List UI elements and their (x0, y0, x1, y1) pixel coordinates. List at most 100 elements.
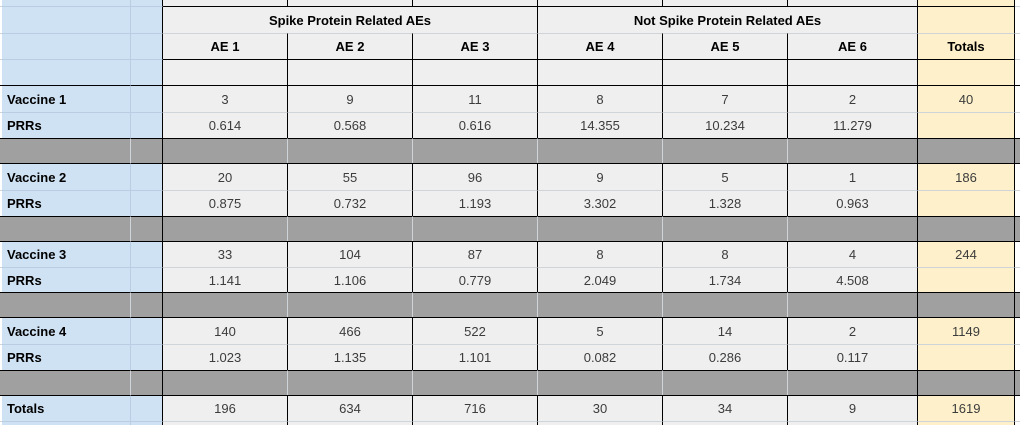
ae-header-cell[interactable]: AE 2 (288, 33, 413, 59)
totals-label-cell[interactable]: Totals (2, 395, 131, 421)
count-cell[interactable]: 8 (538, 85, 663, 112)
empty-cell[interactable] (538, 421, 663, 425)
empty-cell[interactable] (413, 59, 538, 85)
count-cell[interactable]: 8 (663, 241, 788, 267)
count-cell[interactable]: 9 (288, 85, 413, 112)
empty-cell[interactable] (131, 33, 163, 59)
empty-cell[interactable] (663, 59, 788, 85)
separator-cell[interactable] (663, 138, 788, 163)
separator-cell[interactable] (663, 370, 788, 395)
separator-cell[interactable] (1015, 138, 1020, 163)
count-cell[interactable]: 9 (538, 163, 663, 190)
empty-cell[interactable] (131, 344, 163, 370)
separator-cell[interactable] (288, 216, 413, 241)
separator-cell[interactable] (538, 138, 663, 163)
separator-cell[interactable] (131, 138, 163, 163)
count-cell[interactable]: 55 (288, 163, 413, 190)
count-cell[interactable]: 33 (163, 241, 288, 267)
count-cell[interactable]: 3 (163, 85, 288, 112)
separator-cell[interactable] (918, 138, 1015, 163)
empty-cell[interactable] (2, 33, 131, 59)
prr-cell[interactable]: 1.141 (163, 267, 288, 292)
prrs-label-cell[interactable]: PRRs (2, 344, 131, 370)
separator-cell[interactable] (0, 292, 2, 317)
row-label-cell[interactable]: Vaccine 3 (2, 241, 131, 267)
empty-cell[interactable] (288, 0, 413, 6)
ae-header-cell[interactable]: AE 4 (538, 33, 663, 59)
empty-cell[interactable] (131, 267, 163, 292)
empty-cell[interactable] (131, 85, 163, 112)
count-cell[interactable]: 466 (288, 317, 413, 344)
separator-cell[interactable] (163, 370, 288, 395)
prr-cell[interactable]: 10.234 (663, 112, 788, 138)
separator-cell[interactable] (131, 216, 163, 241)
totals-header-cell[interactable]: Totals (918, 33, 1015, 59)
empty-cell[interactable] (131, 395, 163, 421)
prr-cell[interactable]: 1.328 (663, 190, 788, 216)
count-cell[interactable]: 7 (663, 85, 788, 112)
separator-cell[interactable] (918, 216, 1015, 241)
separator-cell[interactable] (1015, 292, 1020, 317)
separator-cell[interactable] (918, 292, 1015, 317)
empty-cell[interactable] (163, 59, 288, 85)
separator-cell[interactable] (538, 370, 663, 395)
empty-cell[interactable] (131, 59, 163, 85)
prr-cell[interactable]: 0.614 (163, 112, 288, 138)
empty-cell[interactable] (131, 241, 163, 267)
prr-cell[interactable]: 14.355 (538, 112, 663, 138)
total-cell[interactable]: 244 (918, 241, 1015, 267)
empty-cell[interactable] (788, 59, 918, 85)
separator-cell[interactable] (288, 370, 413, 395)
count-cell[interactable]: 8 (538, 241, 663, 267)
count-cell[interactable]: 2 (788, 317, 918, 344)
separator-cell[interactable] (131, 292, 163, 317)
prr-cell[interactable]: 1.023 (163, 344, 288, 370)
separator-cell[interactable] (918, 370, 1015, 395)
separator-cell[interactable] (663, 292, 788, 317)
count-cell[interactable]: 634 (288, 395, 413, 421)
prr-cell[interactable]: 0.117 (788, 344, 918, 370)
prr-cell[interactable]: 0.616 (413, 112, 538, 138)
empty-cell[interactable] (918, 190, 1015, 216)
count-cell[interactable]: 5 (663, 163, 788, 190)
count-cell[interactable]: 9 (788, 395, 918, 421)
count-cell[interactable]: 2 (788, 85, 918, 112)
empty-cell[interactable] (413, 421, 538, 425)
prr-cell[interactable]: 3.302 (538, 190, 663, 216)
separator-cell[interactable] (663, 216, 788, 241)
separator-cell[interactable] (2, 216, 131, 241)
count-cell[interactable]: 196 (163, 395, 288, 421)
count-cell[interactable]: 96 (413, 163, 538, 190)
prr-cell[interactable]: 0.779 (413, 267, 538, 292)
count-cell[interactable]: 716 (413, 395, 538, 421)
separator-cell[interactable] (0, 138, 2, 163)
empty-cell[interactable] (663, 421, 788, 425)
empty-cell[interactable] (2, 6, 131, 33)
separator-cell[interactable] (788, 216, 918, 241)
count-cell[interactable]: 522 (413, 317, 538, 344)
separator-cell[interactable] (288, 138, 413, 163)
count-cell[interactable]: 11 (413, 85, 538, 112)
separator-cell[interactable] (1015, 370, 1020, 395)
total-cell[interactable]: 1149 (918, 317, 1015, 344)
total-cell[interactable]: 186 (918, 163, 1015, 190)
separator-cell[interactable] (538, 216, 663, 241)
empty-cell[interactable] (663, 0, 788, 6)
prr-cell[interactable]: 0.875 (163, 190, 288, 216)
prr-cell[interactable]: 0.568 (288, 112, 413, 138)
prr-cell[interactable]: 0.286 (663, 344, 788, 370)
prrs-label-cell[interactable]: PRRs (2, 190, 131, 216)
separator-cell[interactable] (131, 370, 163, 395)
count-cell[interactable]: 14 (663, 317, 788, 344)
empty-cell[interactable] (131, 6, 163, 33)
group-header-cell-not-spike[interactable]: Not Spike Protein Related AEs (538, 6, 918, 33)
prr-cell[interactable]: 0.963 (788, 190, 918, 216)
empty-cell[interactable] (538, 59, 663, 85)
empty-cell[interactable] (413, 0, 538, 6)
prr-cell[interactable]: 4.508 (788, 267, 918, 292)
separator-cell[interactable] (788, 292, 918, 317)
prr-cell[interactable]: 1.193 (413, 190, 538, 216)
empty-cell[interactable] (788, 0, 918, 6)
empty-cell[interactable] (131, 421, 163, 425)
separator-cell[interactable] (163, 138, 288, 163)
